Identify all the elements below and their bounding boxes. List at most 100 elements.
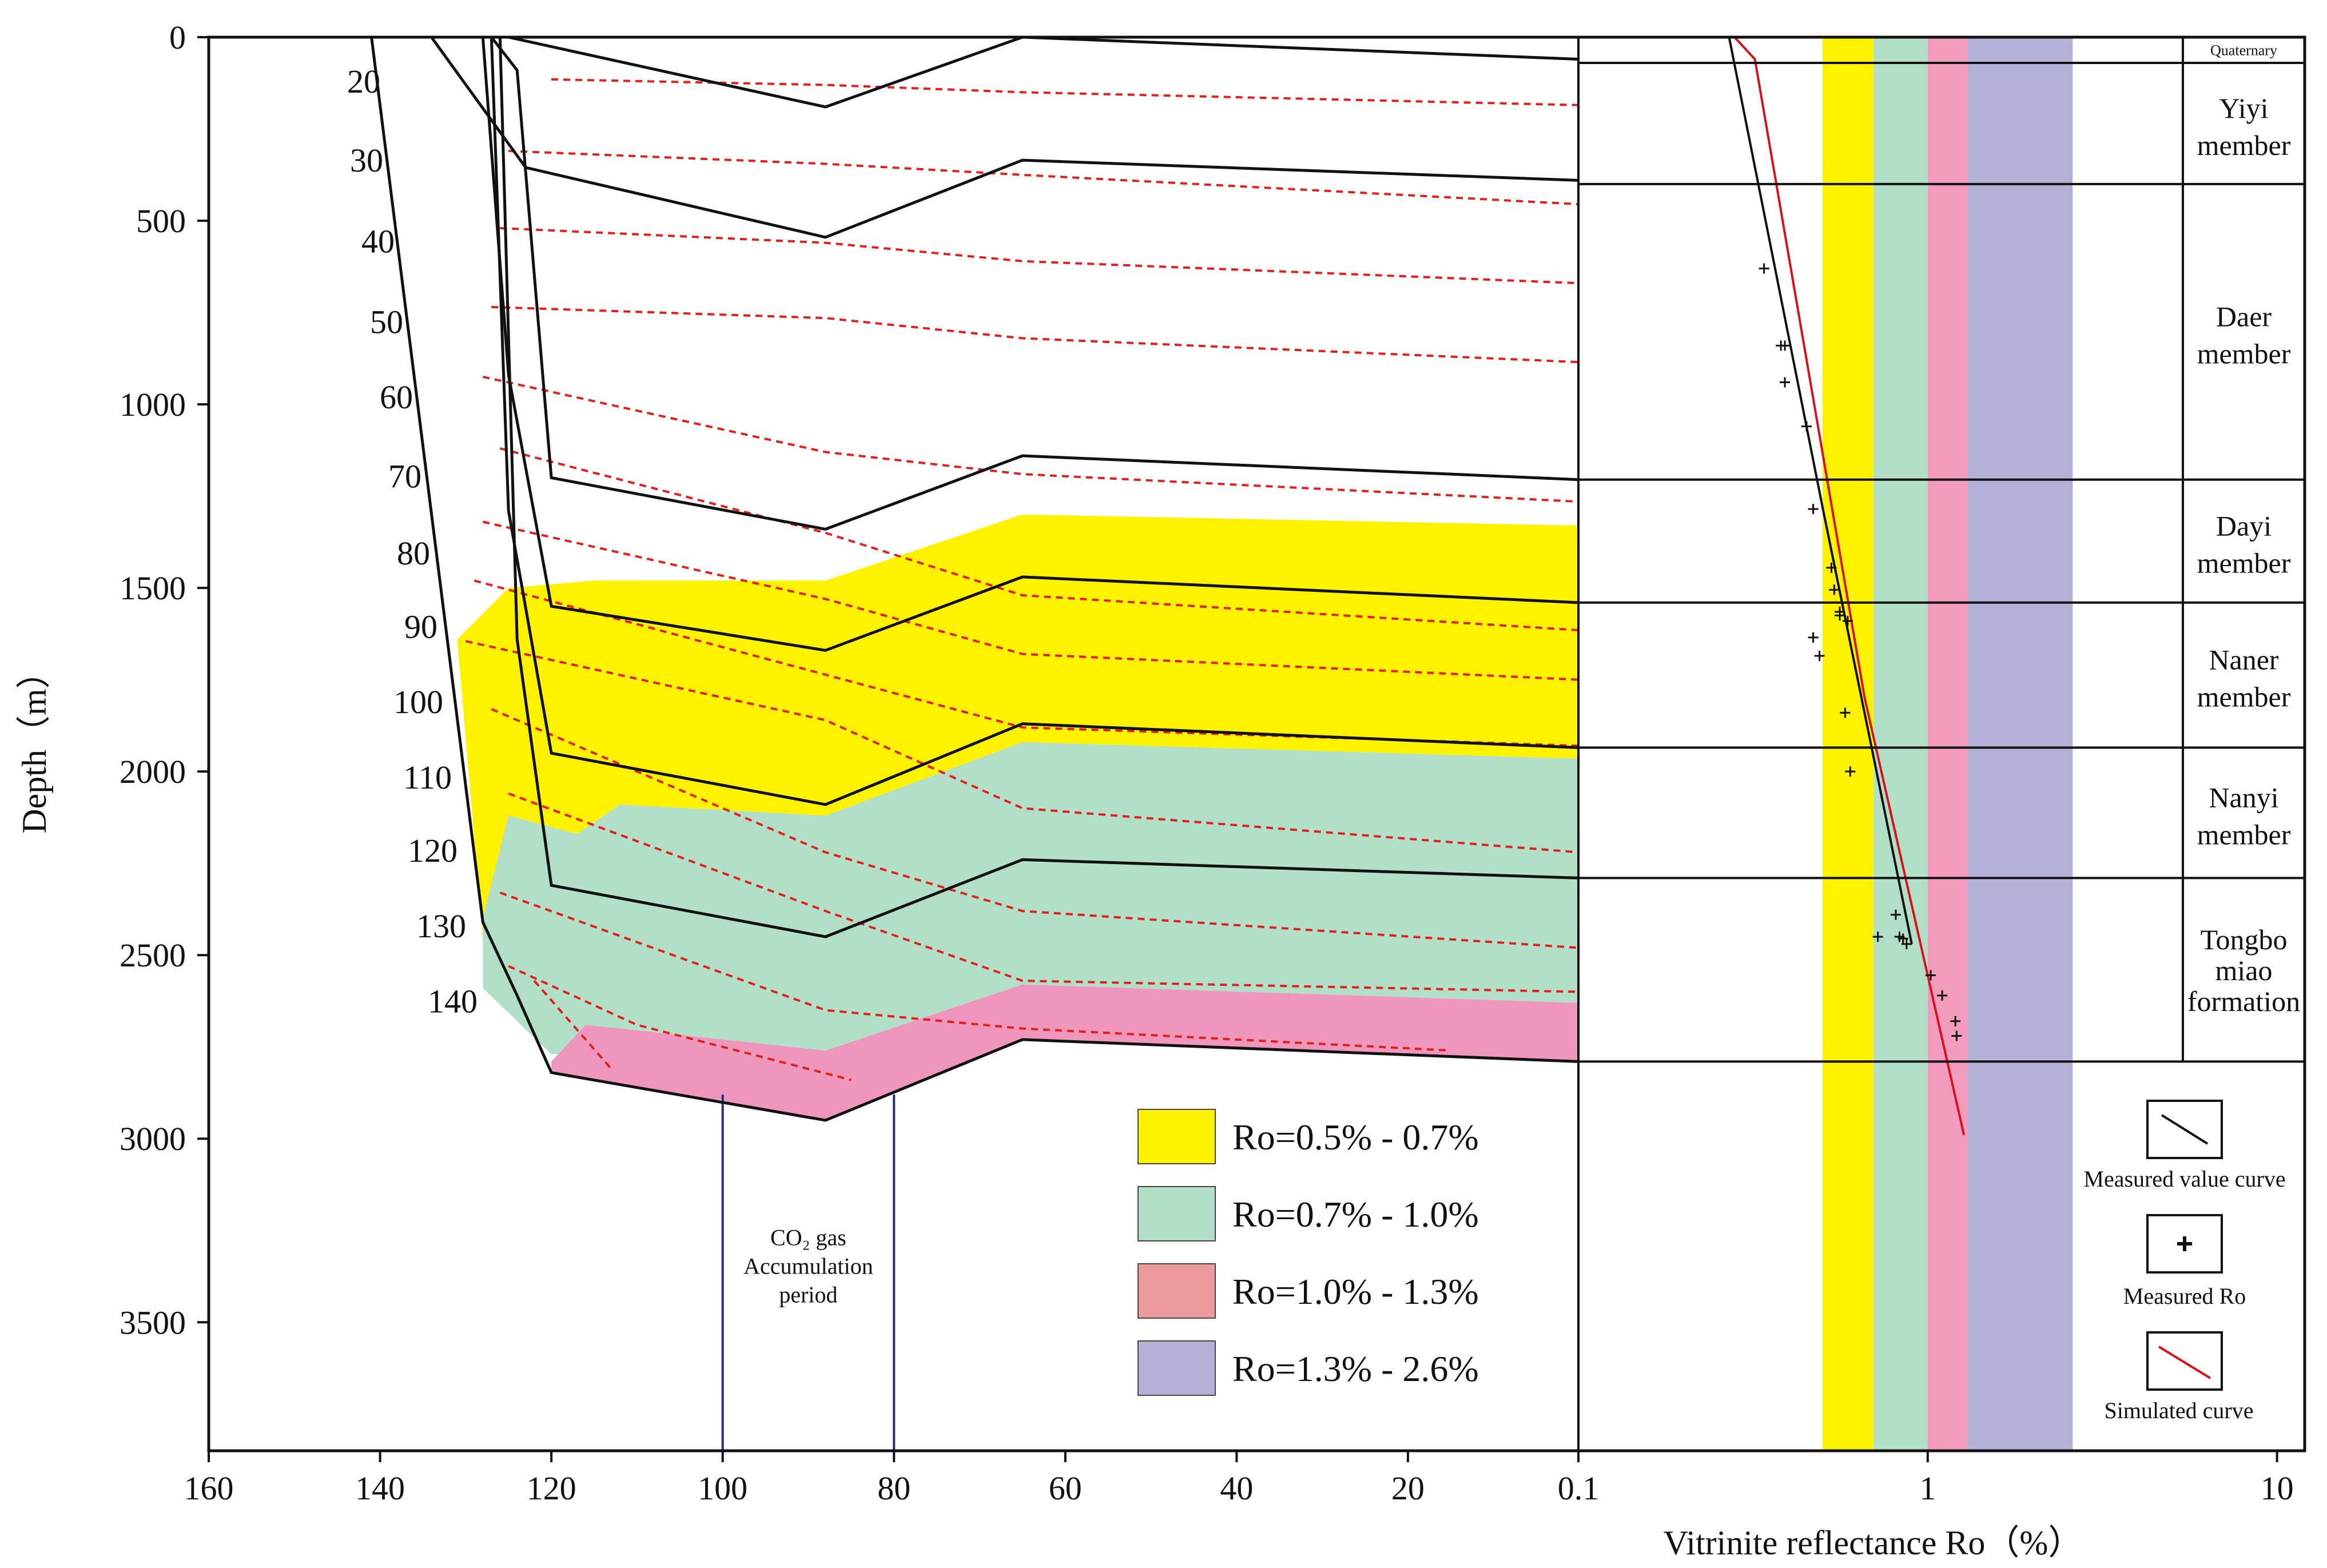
y-tick-label: 3500: [120, 1304, 186, 1341]
ro-band: [1873, 37, 1928, 1451]
stratum-line: [430, 36, 1579, 239]
legend-swatch: [1137, 1340, 1216, 1396]
maturity-zone-2: [483, 742, 1578, 1054]
legend-swatch: [1137, 1186, 1216, 1241]
measured-ro-point: [1901, 938, 1912, 949]
isotherm-label: 50: [370, 304, 403, 341]
y-tick-label: 500: [136, 202, 186, 240]
ro-band: [1927, 37, 1968, 1451]
measured-ro-point: [1951, 1030, 1962, 1041]
isotherm-line: [508, 792, 1579, 993]
maturity-zone-3: [551, 984, 1578, 1121]
simulated-curve-symbol: [2146, 1331, 2223, 1391]
isotherm-line: [533, 980, 612, 1070]
legend-label: Ro=0.5% - 0.7%: [1232, 1117, 1479, 1157]
measured-ro-point: [1842, 615, 1853, 626]
isotherm-line: [499, 892, 1451, 1052]
legend-label: Ro=1.3% - 2.6%: [1232, 1348, 1479, 1389]
ro-axis-title: Vitrinite reflectance Ro（%）: [1664, 1524, 2083, 1562]
isotherm-label: 140: [428, 982, 478, 1020]
measured-ro-point: [1835, 610, 1845, 621]
isotherm-line: [482, 520, 1579, 681]
stratum-line: [498, 37, 1579, 938]
x-tick-label: 60: [1049, 1470, 1082, 1507]
measured-ro-point: [1840, 707, 1851, 718]
isotherm-label: 20: [347, 63, 380, 100]
measured-ro-point: [1845, 766, 1856, 777]
measured-value-curve-mark: [2161, 1114, 2209, 1145]
x-tick-label: 100: [698, 1470, 747, 1507]
y-tick-label: 1000: [120, 386, 186, 423]
axes: 160 140 120 100 80 60 40 20 0.105001000150020002…: [15, 19, 2306, 1562]
stratum-line: [423, 35, 1579, 109]
isotherm-line: [508, 150, 1579, 206]
strat-label: Nanyi: [2209, 781, 2278, 813]
isotherm-label: 30: [350, 142, 383, 179]
measured-ro-point: [1780, 340, 1791, 351]
isotherm-line: [499, 447, 1579, 631]
legend-label: Ro=1.0% - 1.3%: [1232, 1271, 1479, 1312]
y-tick-label: 0: [169, 19, 186, 56]
isotherm-label: 120: [408, 832, 458, 869]
stratum-line: [370, 37, 1579, 1122]
accumulation-period: CO₂ gas Accumulation period: [721, 1095, 896, 1451]
isotherm-line: [491, 708, 1579, 949]
isotherm-line: [551, 78, 1579, 106]
ro-tick-label: 1: [1919, 1470, 1936, 1507]
strat-label: Yiyi: [2219, 92, 2268, 124]
ro-bands: [1822, 37, 2073, 1451]
stratum-line: [490, 37, 1579, 806]
measured-ro-point: [1829, 584, 1840, 595]
isotherm-label: 130: [416, 908, 466, 945]
ro-tick-label: 10: [2261, 1470, 2294, 1507]
ro-band: [1967, 37, 2073, 1451]
x-tick-label: 120: [527, 1470, 576, 1507]
measured-ro-point: [1759, 263, 1769, 274]
accumulation-label: CO₂ gas: [770, 1224, 846, 1250]
stratum-line: [481, 37, 1579, 652]
isotherm-line: [508, 965, 852, 1081]
legend-swatch: [1137, 1263, 1216, 1319]
isotherm-label: 80: [397, 535, 430, 572]
isotherm-label: 90: [404, 608, 437, 646]
simulated-curve: [1733, 36, 1966, 1136]
strat-label: member: [2197, 129, 2291, 161]
legend-symbols: Measured value curve Measured Ro Simulated…: [2083, 1100, 2286, 1423]
measured-ro-point: [1780, 377, 1791, 388]
measured-ro-point: [1872, 932, 1883, 942]
isotherm-label: 60: [380, 379, 413, 416]
measured-ro-point: [1950, 1016, 1961, 1026]
strat-label: member: [2197, 818, 2291, 850]
plot-frame: [207, 35, 2306, 1452]
isotherm-line: [465, 640, 1579, 854]
measured-ro-point: [1808, 504, 1819, 515]
isotherm-label: 110: [403, 759, 452, 796]
legend-swatch: [1137, 1109, 1216, 1164]
isotherm-label: 70: [388, 457, 421, 495]
x-tick-label: 40: [1220, 1470, 1253, 1507]
measured-ro-point: [1826, 562, 1837, 573]
isotherm-label: 100: [393, 683, 443, 721]
legend-symbol-label: Simulated curve: [2104, 1398, 2253, 1423]
strat-label: member: [2197, 681, 2291, 713]
accumulation-label: Accumulation: [743, 1253, 873, 1279]
measured-ro-point: [1814, 650, 1825, 661]
y-tick-label: 2000: [120, 753, 186, 790]
measured-ro-point: [1808, 632, 1819, 643]
y-axis-title: Depth（m）: [15, 654, 53, 833]
stratigraphy-column: Quaternary Yiyi member Daer member Dayi member…: [1578, 37, 2305, 1063]
strat-label: member: [2197, 337, 2291, 369]
strat-label: Tongbo: [2200, 924, 2287, 956]
y-tick-label: 2500: [120, 937, 186, 974]
simulated-curve-mark: [2158, 1346, 2211, 1379]
maturity-zones: [457, 514, 1578, 1121]
measured-ro-points: [1759, 263, 1962, 1041]
measured-ro-point: [1898, 933, 1908, 944]
ro-band: [1822, 37, 1874, 1451]
accumulation-label: period: [779, 1282, 837, 1307]
legend-symbol-label: Measured value curve: [2083, 1166, 2285, 1192]
isotherm-line: [482, 375, 1579, 503]
strat-label: member: [2197, 547, 2291, 579]
measured-value-curve: [1728, 37, 1913, 945]
